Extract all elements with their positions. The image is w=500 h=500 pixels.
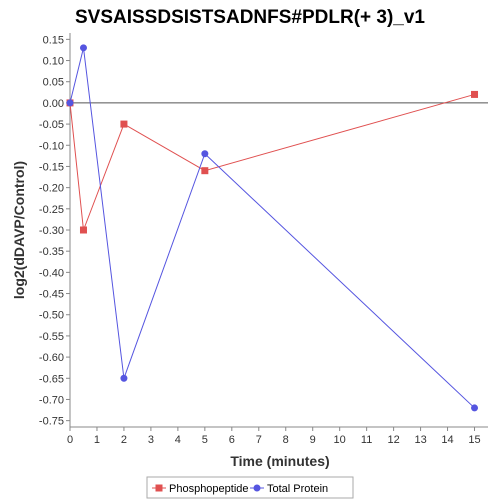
y-tick-label: -0.15 [39,161,64,173]
plot-area [70,33,488,427]
x-tick-label: 9 [310,434,316,446]
phosphopeptide-point [471,90,479,98]
y-tick-label: -0.20 [39,183,64,195]
y-tick-label: -0.25 [39,204,64,216]
x-tick-label: 8 [283,434,289,446]
x-axis-ticks: 0 1 2 3 4 5 6 7 8 9 10 11 12 13 14 15 [67,427,481,446]
legend-marker-total-protein [253,484,261,492]
x-tick-label: 6 [229,434,235,446]
x-tick-label: 13 [414,434,426,446]
legend: Phosphopeptide Total Protein [146,476,354,499]
total-protein-point [120,374,128,382]
y-tick-label: -0.50 [39,310,64,322]
y-tick-label: -0.10 [39,140,64,152]
phosphopeptide-point [201,167,209,175]
y-tick-label: 0.05 [43,77,64,89]
series-layer [66,44,479,412]
x-tick-label: 4 [175,434,181,446]
y-tick-label: -0.40 [39,267,64,279]
chart-title: SVSAISSDSISTSADNFS#PDLR(+ 3)_v1 [75,7,425,28]
x-tick-label: 2 [121,434,127,446]
y-tick-label: -0.55 [39,331,64,343]
phosphopeptide-point [79,226,87,234]
x-tick-label: 12 [387,434,399,446]
y-tick-label: -0.35 [39,246,64,258]
x-axis-title: Time (minutes) [230,453,329,469]
legend-label-phosphopeptide: Phosphopeptide [169,483,249,495]
y-tick-label: -0.05 [39,119,64,131]
x-tick-label: 5 [202,434,208,446]
total-protein-point [79,44,87,52]
total-protein-point [201,150,209,158]
y-tick-label: -0.65 [39,373,64,385]
y-tick-label: -0.60 [39,352,64,364]
total-protein-point [471,404,479,412]
y-axis-title: log2(dDAVP/Control) [11,161,27,299]
legend-marker-phosphopeptide [155,484,163,492]
x-tick-label: 11 [361,434,372,446]
x-tick-label: 0 [67,434,73,446]
x-tick-label: 15 [468,434,480,446]
y-tick-label: -0.70 [39,394,64,406]
x-tick-label: 7 [256,434,262,446]
x-tick-label: 1 [94,434,100,446]
y-tick-label: -0.75 [39,416,64,428]
total-protein-point [66,99,74,107]
x-tick-label: 10 [334,434,346,446]
x-tick-label: 14 [441,434,453,446]
x-tick-label: 3 [148,434,154,446]
y-tick-label: -0.30 [39,225,64,237]
y-tick-label: 0.15 [43,34,64,46]
legend-label-total-protein: Total Protein [267,483,328,495]
phosphopeptide-point [120,120,128,128]
y-axis-ticks: 0.15 0.10 0.05 0.00 -0.05 -0.10 -0.15 -0.20 -0.2… [39,34,70,428]
y-tick-label: 0.00 [43,98,64,110]
y-tick-label: 0.10 [43,56,64,68]
y-tick-label: -0.45 [39,289,64,301]
